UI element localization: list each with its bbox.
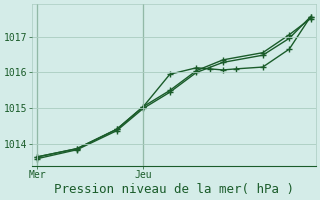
X-axis label: Pression niveau de la mer( hPa ): Pression niveau de la mer( hPa ) [54, 183, 294, 196]
